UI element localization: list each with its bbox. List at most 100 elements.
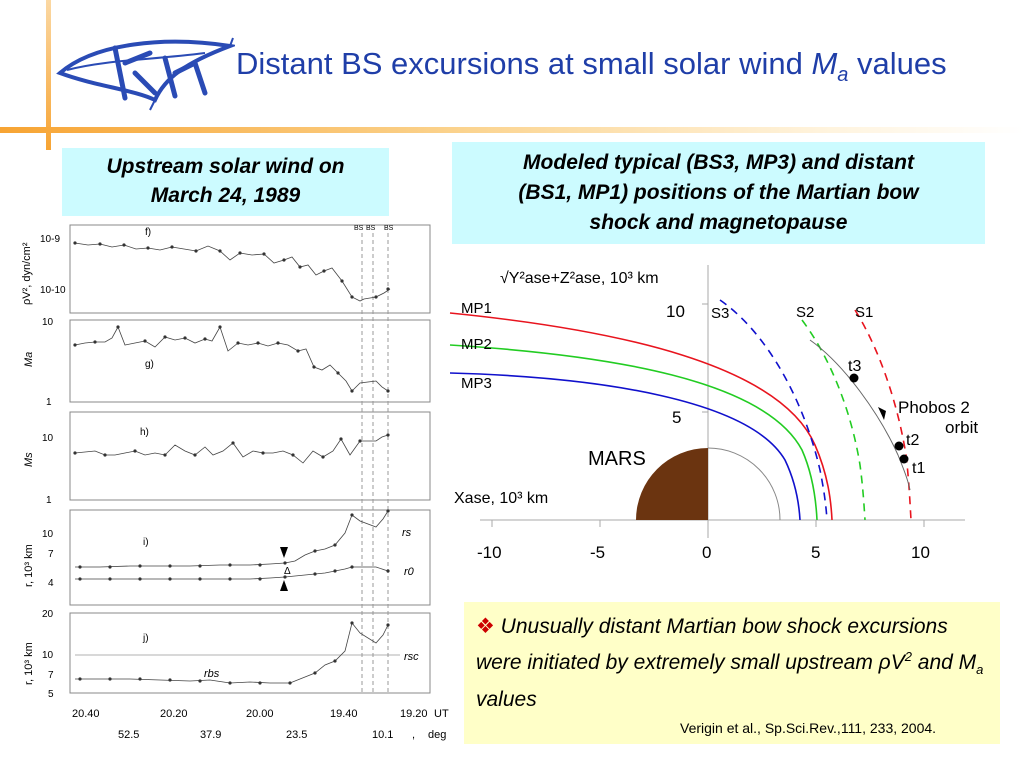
upstream-caption-line1: Upstream solar wind on [106,155,345,178]
panel-i-tick-1: 10 [42,529,54,540]
y-axis-label: √Y²ase+Z²ase, 10³ km [500,270,659,287]
y-tick-5: 5 [672,408,681,427]
x-tick-neg5: -5 [590,543,605,562]
panel-i-delta: Δ [284,566,291,577]
mars-label: MARS [588,448,646,470]
panel-i-curve-label-r0: r0 [404,566,415,578]
mars-night-outline [707,447,781,521]
t3-point [849,373,859,383]
panel-f-frame [69,224,431,314]
x-tick-5: 5 [811,543,820,562]
orbit-label-line1: Phobos 2 [898,398,970,417]
panel-g-ylabel: Ma [23,352,35,367]
panel-g-frame [69,319,431,403]
accent-vertical-bar [46,0,51,150]
phobos-orbit-curve [809,339,911,491]
x-axis-label: Xase, 10³ km [454,490,548,507]
diamond-bullet-icon: ❖ [476,615,495,638]
t1-point [899,454,909,464]
t2-point [894,441,904,451]
t2-label: t2 [906,432,919,449]
bs-mark-3: BS [384,225,394,232]
panel-i-frame [69,509,431,606]
panel-j-tick-1: 20 [42,609,54,620]
upstream-caption-line2: March 24, 1989 [150,184,301,207]
accent-horizontal-bar [0,127,1024,133]
panel-i-tick-3: 4 [48,578,54,589]
panel-g-label: g) [145,359,154,370]
panel-i-points [78,509,390,581]
panel-h-frame [69,411,431,501]
panel-i-ylabel: r, 10³ km [23,544,35,587]
orbit-direction-arrow-icon [878,407,886,420]
x-time-tick-3: 20.00 [246,708,274,720]
x-time-tick-2: 20.20 [160,708,188,720]
panel-f-points [73,241,390,299]
panel-f-tick-2: 10-10 [40,285,66,296]
model-caption-box: Modeled typical (BS3, MP3) and distant (… [452,142,985,244]
slide-title: Distant BS excursions at small solar win… [236,46,947,87]
mp2-curve [449,344,818,521]
panel-h-ylabel: Ms [23,452,35,467]
x-tick-0: 0 [702,543,711,562]
conclusion-text: ❖ Unusually distant Martian bow shock ex… [476,615,984,712]
x-deg-tick-1: 52.5 [118,729,139,741]
bs-mark-1: BS [354,225,364,232]
panel-f-tick-1: 10-9 [40,234,60,245]
x-time-unit: UT [434,708,449,720]
fish-logo-icon [56,37,238,111]
panel-j-label: j) [142,633,149,644]
panel-h-points [73,433,390,459]
panel-j-frame [69,612,431,694]
model-caption-line3: shock and magnetopause [589,211,848,234]
panel-f-ylabel: ρV², dyn/cm² [21,242,33,305]
s3-label: S3 [711,305,729,322]
panel-i-curve-label-rs: rs [402,527,412,539]
y-tick-10: 10 [666,302,685,321]
x-deg-tick-3: 23.5 [286,729,307,741]
delta-arrow-down-icon [280,547,288,558]
x-deg-unit: deg [428,729,446,741]
x-tick-neg10: -10 [477,543,502,562]
panel-f-label: f) [145,227,151,238]
conclusion-box [464,602,1000,744]
s1-label: S1 [855,304,873,321]
mp3-label: MP3 [461,375,492,392]
panel-j-tick-4: 5 [48,689,54,700]
mp1-label: MP1 [461,300,492,317]
upstream-caption-box: Upstream solar wind on March 24, 1989 [62,148,389,216]
panel-j-curve-label-rsc: rsc [404,651,419,663]
model-caption-line1: Modeled typical (BS3, MP3) and distant [523,151,914,174]
delta-arrow-up-icon [280,580,288,591]
panel-j-tick-2: 10 [42,650,54,661]
mars-body [636,448,708,520]
x-deg-tick-4: 10.1 [372,729,393,741]
s2-shock-curve [801,319,866,521]
reference-citation: Verigin et al., Sp.Sci.Rev.,111, 233, 20… [680,720,937,736]
mp2-label: MP2 [461,336,492,353]
mp3-curve [449,372,801,521]
panel-g-points [73,325,390,393]
x-deg-tick-2: 37.9 [200,729,221,741]
ikl-logo [55,18,238,118]
bs-mark-2: BS [366,225,376,232]
panel-h-label: h) [140,427,149,438]
upstream-panels-figure: BS BS BS f) 10-9 10-10 ρV², dyn/cm² g) 1… [21,224,449,741]
x-time-tick-1: 20.40 [72,708,100,720]
panel-g-tick-2: 1 [46,397,52,408]
bow-shock-model-diagram: √Y²ase+Z²ase, 10³ km Xase, 10³ km 10 5 -… [449,265,978,562]
x-tick-10: 10 [911,543,930,562]
x-time-tick-4: 19.40 [330,708,358,720]
t3-label: t3 [848,358,861,375]
panel-i-tick-2: 7 [48,549,54,560]
model-caption-line2: (BS1, MP1) positions of the Martian bow [518,181,919,204]
s2-label: S2 [796,304,814,321]
panel-i-label: i) [143,537,149,548]
mp1-curve [449,312,833,521]
panel-j-ylabel: r, 10³ km [23,642,35,685]
orbit-label-line2: orbit [945,418,978,437]
panel-h-tick-2: 1 [46,495,52,506]
panel-g-tick-1: 10 [42,317,54,328]
x-time-tick-5: 19.20 [400,708,428,720]
t1-label: t1 [912,460,925,477]
